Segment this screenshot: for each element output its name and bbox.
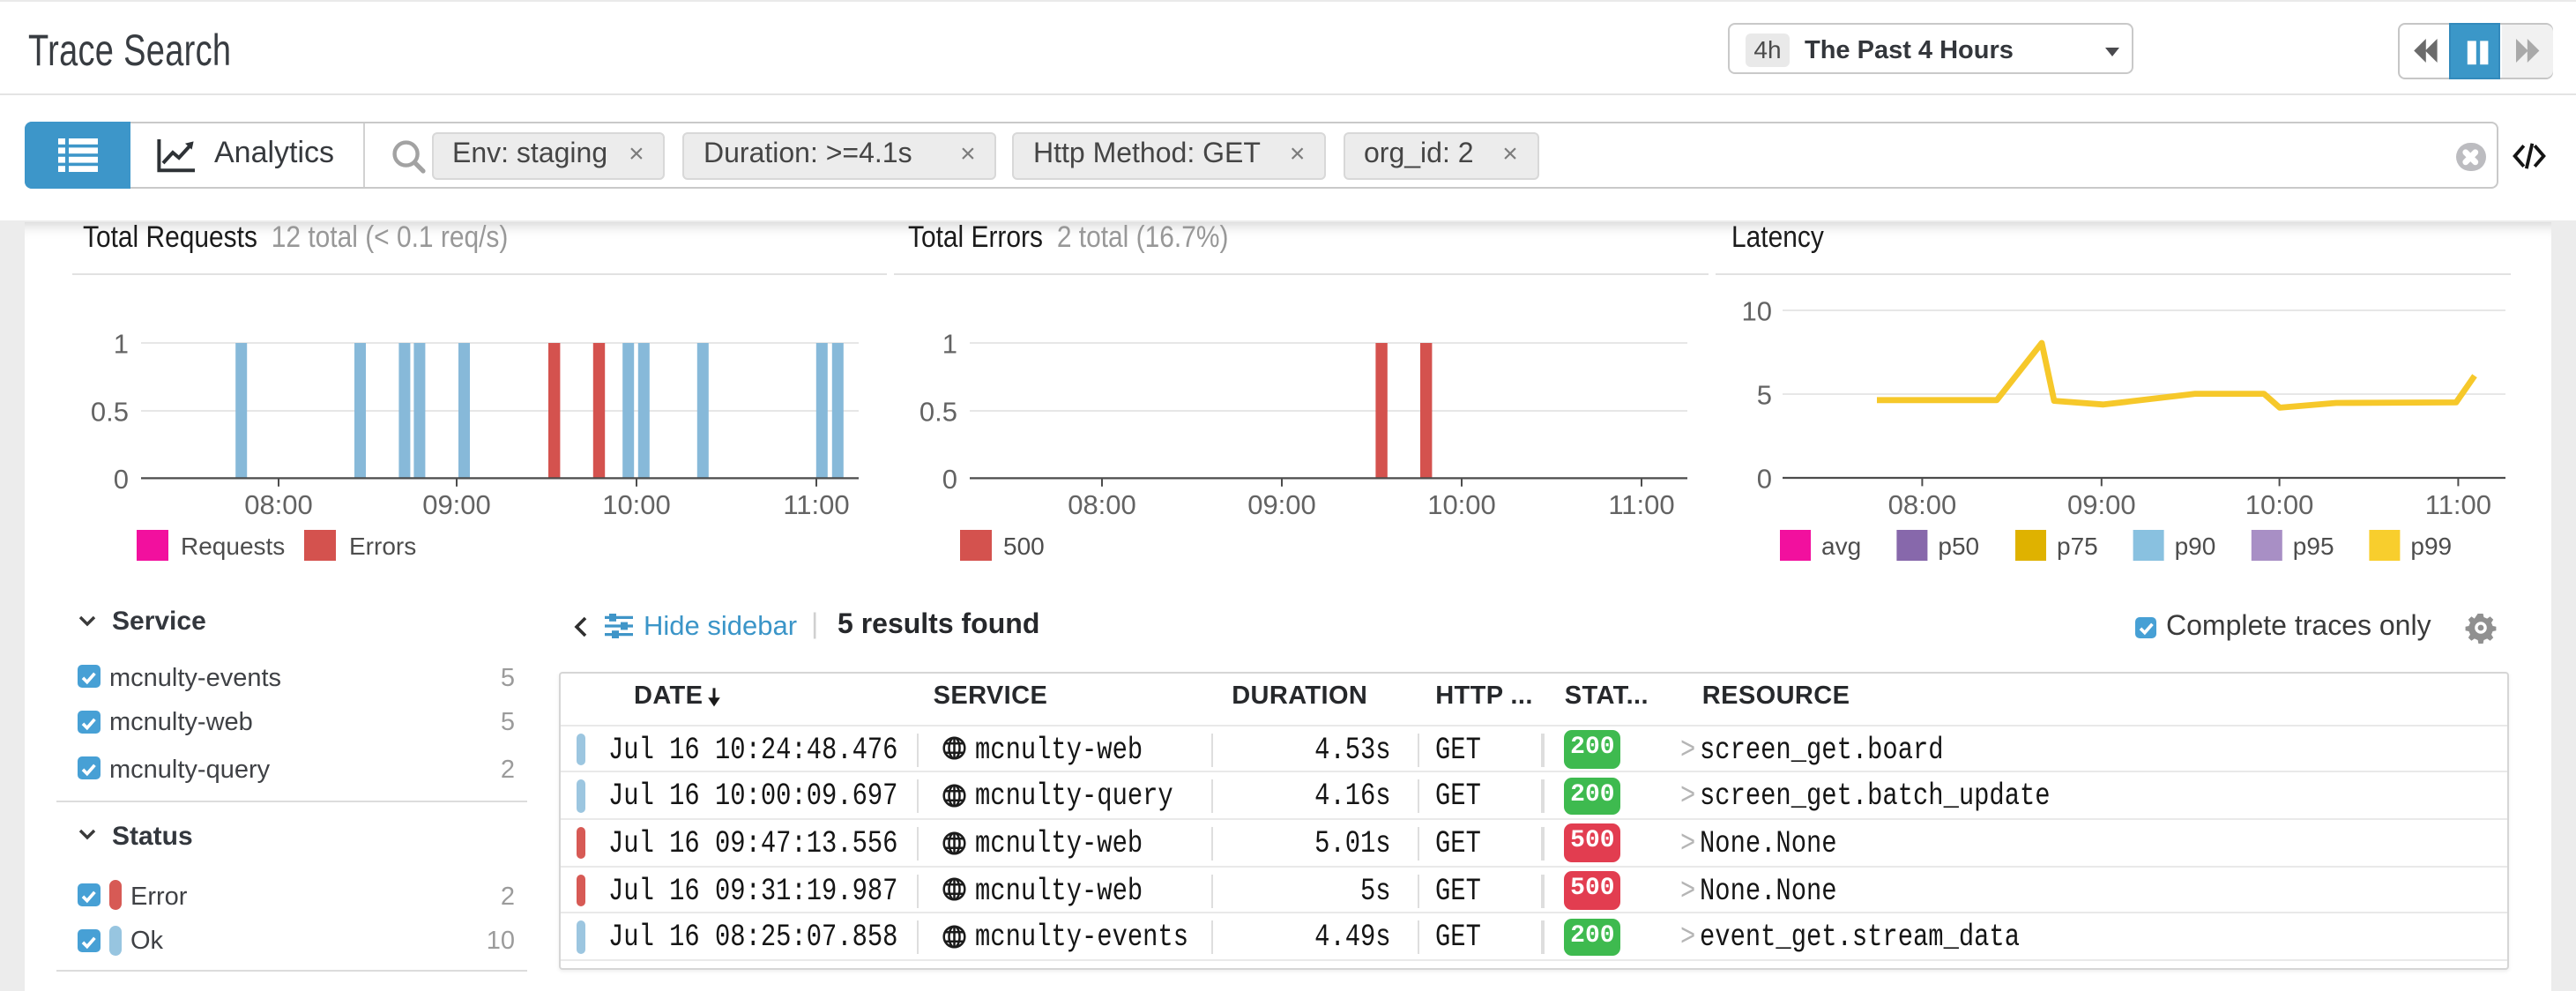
svg-text:09:00: 09:00 [1247,489,1316,520]
svg-text:0.5: 0.5 [91,397,129,428]
svg-text:0: 0 [942,464,957,495]
svg-text:500: 500 [1003,533,1045,560]
svg-text:09:00: 09:00 [2067,489,2136,520]
svg-text:10: 10 [1742,296,1772,327]
svg-text:p50: p50 [1938,533,1979,560]
svg-text:p90: p90 [2175,533,2216,560]
svg-text:p75: p75 [2057,533,2098,560]
svg-text:10:00: 10:00 [2245,489,2314,520]
svg-text:p95: p95 [2293,533,2334,560]
svg-text:08:00: 08:00 [244,489,313,520]
svg-text:p99: p99 [2410,533,2452,560]
svg-text:Requests: Requests [181,533,285,560]
svg-text:0.5: 0.5 [919,397,957,428]
svg-text:08:00: 08:00 [1068,489,1136,520]
svg-text:11:00: 11:00 [1608,489,1674,520]
svg-text:0: 0 [114,464,129,495]
svg-text:10:00: 10:00 [1427,489,1496,520]
svg-text:11:00: 11:00 [783,489,849,520]
svg-text:Errors: Errors [349,533,416,560]
svg-text:10:00: 10:00 [602,489,671,520]
svg-text:11:00: 11:00 [2425,489,2491,520]
svg-text:0: 0 [1757,464,1772,495]
svg-text:avg: avg [1821,533,1861,560]
svg-text:09:00: 09:00 [422,489,491,520]
svg-text:1: 1 [942,329,957,360]
svg-text:08:00: 08:00 [1888,489,1957,520]
svg-text:5: 5 [1757,380,1772,411]
svg-text:1: 1 [114,329,129,360]
